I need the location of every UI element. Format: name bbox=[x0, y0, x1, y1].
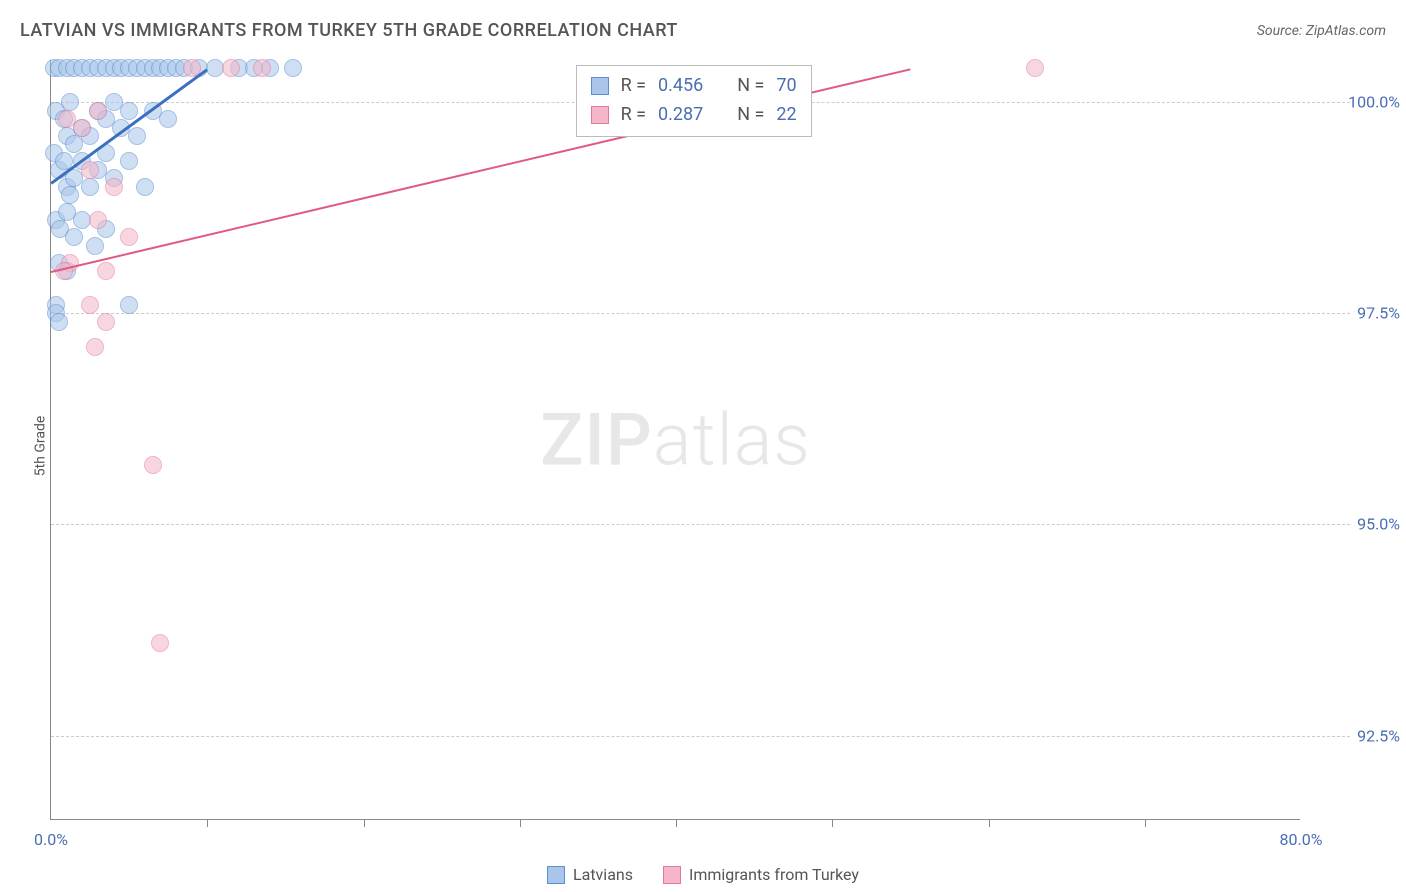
stats-row: R = 0.456 N = 70 bbox=[591, 72, 797, 101]
y-axis-label: 5th Grade bbox=[32, 416, 48, 477]
x-tick-mark bbox=[364, 819, 365, 827]
data-point bbox=[65, 228, 83, 246]
data-point bbox=[97, 262, 115, 280]
gridline-h bbox=[51, 313, 1350, 314]
legend-label: Immigrants from Turkey bbox=[689, 865, 859, 884]
watermark-bold: ZIP bbox=[540, 397, 653, 482]
legend-item: Latvians bbox=[547, 865, 633, 884]
data-point bbox=[81, 296, 99, 314]
data-point bbox=[89, 102, 107, 120]
n-value: 22 bbox=[776, 101, 796, 130]
x-tick-label: 80.0% bbox=[1280, 830, 1323, 849]
stats-box: R = 0.456 N = 70 R = 0.287 N = 22 bbox=[576, 65, 812, 137]
scatter-plot-area: ZIPatlas 100.0%97.5%95.0%92.5%0.0%80.0%R… bbox=[50, 60, 1300, 820]
data-point bbox=[144, 456, 162, 474]
data-point bbox=[50, 313, 68, 331]
data-point bbox=[159, 110, 177, 128]
r-label: R = bbox=[621, 101, 646, 130]
legend-item: Immigrants from Turkey bbox=[663, 865, 859, 884]
data-point bbox=[86, 237, 104, 255]
chart-legend: Latvians Immigrants from Turkey bbox=[547, 865, 859, 884]
data-point bbox=[222, 59, 240, 77]
x-tick-mark bbox=[520, 819, 521, 827]
data-point bbox=[136, 178, 154, 196]
data-point bbox=[284, 59, 302, 77]
r-value: 0.456 bbox=[658, 72, 703, 101]
n-label: N = bbox=[737, 101, 764, 130]
data-point bbox=[73, 119, 91, 137]
stats-swatch bbox=[591, 77, 609, 95]
data-point bbox=[120, 102, 138, 120]
gridline-h bbox=[51, 736, 1350, 737]
data-point bbox=[86, 338, 104, 356]
n-label: N = bbox=[737, 72, 764, 101]
legend-swatch bbox=[547, 866, 565, 884]
source-credit: Source: ZipAtlas.com bbox=[1257, 23, 1386, 39]
data-point bbox=[61, 186, 79, 204]
data-point bbox=[97, 313, 115, 331]
data-point bbox=[151, 634, 169, 652]
chart-title: LATVIAN VS IMMIGRANTS FROM TURKEY 5TH GR… bbox=[20, 20, 678, 41]
data-point bbox=[120, 228, 138, 246]
watermark: ZIPatlas bbox=[540, 397, 811, 482]
y-tick-label: 100.0% bbox=[1310, 93, 1400, 112]
watermark-light: atlas bbox=[653, 397, 811, 482]
stats-row: R = 0.287 N = 22 bbox=[591, 101, 797, 130]
y-tick-label: 95.0% bbox=[1310, 515, 1400, 534]
x-tick-mark bbox=[989, 819, 990, 827]
data-point bbox=[1026, 59, 1044, 77]
data-point bbox=[183, 59, 201, 77]
gridline-h bbox=[51, 524, 1350, 525]
x-tick-label: 0.0% bbox=[34, 830, 68, 849]
x-tick-mark bbox=[832, 819, 833, 827]
data-point bbox=[81, 161, 99, 179]
x-tick-mark bbox=[676, 819, 677, 827]
y-tick-label: 92.5% bbox=[1310, 726, 1400, 745]
n-value: 70 bbox=[776, 72, 796, 101]
stats-swatch bbox=[591, 106, 609, 124]
data-point bbox=[120, 152, 138, 170]
y-tick-label: 97.5% bbox=[1310, 304, 1400, 323]
data-point bbox=[253, 59, 271, 77]
legend-swatch bbox=[663, 866, 681, 884]
data-point bbox=[128, 127, 146, 145]
x-tick-mark bbox=[207, 819, 208, 827]
data-point bbox=[89, 211, 107, 229]
x-tick-mark bbox=[1145, 819, 1146, 827]
data-point bbox=[105, 178, 123, 196]
r-label: R = bbox=[621, 72, 646, 101]
r-value: 0.287 bbox=[658, 101, 703, 130]
data-point bbox=[81, 178, 99, 196]
legend-label: Latvians bbox=[573, 865, 633, 884]
data-point bbox=[61, 93, 79, 111]
data-point bbox=[120, 296, 138, 314]
